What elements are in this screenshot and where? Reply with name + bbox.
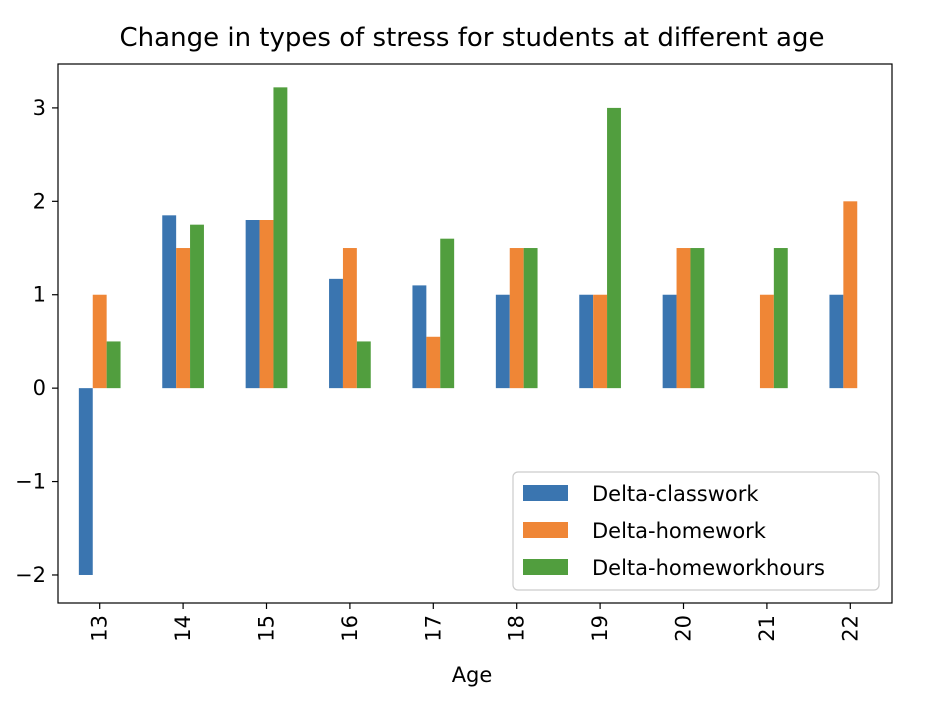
x-axis-label: Age <box>452 663 493 687</box>
bar-delta-homeworkhours-17 <box>440 238 455 389</box>
bar-delta-homeworkhours-13 <box>106 341 121 389</box>
bar-delta-homeworkhours-19 <box>607 107 621 389</box>
bar-delta-classwork-13 <box>78 388 93 575</box>
bar-delta-classwork-22 <box>829 294 844 389</box>
legend-label-delta-homework: Delta-homework <box>592 519 767 543</box>
y-tick-label: 2 <box>33 189 46 213</box>
bar-delta-classwork-16 <box>329 278 343 389</box>
bar-delta-homework-20 <box>676 248 691 389</box>
bar-delta-homework-18 <box>509 248 524 389</box>
bar-delta-homeworkhours-15 <box>273 87 288 389</box>
legend-box <box>512 471 880 591</box>
x-axis: 13 14 15 16 17 18 19 20 21 22 <box>88 603 862 642</box>
x-tick-label: 17 <box>421 615 445 642</box>
legend-swatch-delta-homeworkhours <box>523 559 568 575</box>
x-tick-label: 18 <box>505 615 529 642</box>
x-tick-label: 22 <box>838 615 862 642</box>
x-tick-label: 19 <box>588 615 612 642</box>
bar-delta-homeworkhours-20 <box>690 248 705 389</box>
legend-swatch-delta-classwork <box>523 485 568 501</box>
bar-delta-classwork-18 <box>495 294 510 389</box>
bar-delta-homework-22 <box>843 201 858 389</box>
y-tick-label: 0 <box>33 376 46 400</box>
y-tick-label: 3 <box>33 96 46 120</box>
plot-frame <box>57 63 893 604</box>
bar-delta-classwork-17 <box>412 285 427 389</box>
x-tick-label: 21 <box>755 615 779 642</box>
x-tick-label: 14 <box>171 615 195 642</box>
legend-label-delta-classwork: Delta-classwork <box>592 482 759 506</box>
legend: Delta-classwork Delta-homework Delta-homew… <box>512 471 880 591</box>
bar-delta-homework-17 <box>426 336 441 389</box>
y-axis: −2 −1 0 1 2 3 <box>15 96 58 587</box>
y-tick-label: 1 <box>33 283 46 307</box>
bar-delta-homework-19 <box>593 294 608 389</box>
bar-delta-homework-13 <box>92 294 107 389</box>
chart-title: Change in types of stress for students a… <box>120 23 825 53</box>
bar-delta-classwork-19 <box>579 294 594 389</box>
x-tick-label: 16 <box>338 615 362 642</box>
bar-delta-homework-21 <box>759 294 774 389</box>
bar-delta-homework-16 <box>342 248 357 389</box>
bar-delta-homework-15 <box>259 220 274 389</box>
y-tick-label: −2 <box>15 563 46 587</box>
bar-delta-homework-14 <box>176 248 191 389</box>
x-tick-label: 20 <box>672 615 696 642</box>
bar-delta-homeworkhours-18 <box>523 248 538 389</box>
bars-group <box>78 87 858 575</box>
bar-delta-classwork-15 <box>245 220 260 389</box>
legend-swatch-delta-homework <box>523 522 568 538</box>
bar-delta-homeworkhours-14 <box>190 224 204 389</box>
bar-delta-homeworkhours-16 <box>356 341 371 389</box>
bar-delta-homeworkhours-21 <box>773 248 788 389</box>
legend-label-delta-homeworkhours: Delta-homeworkhours <box>592 556 825 580</box>
x-tick-label: 13 <box>88 615 112 642</box>
x-tick-label: 15 <box>255 615 279 642</box>
bar-delta-classwork-14 <box>162 215 177 389</box>
bar-delta-classwork-20 <box>662 294 677 389</box>
y-tick-label: −1 <box>15 470 46 494</box>
